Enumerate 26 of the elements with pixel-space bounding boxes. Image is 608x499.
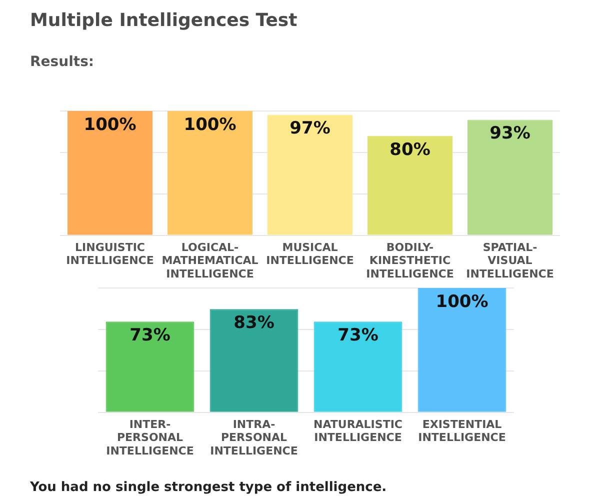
data-label: 100% <box>436 292 488 312</box>
bar <box>268 114 352 235</box>
data-label: 97% <box>290 118 330 139</box>
x-tick-label: LINGUISTIC INTELLIGENCE <box>66 240 154 268</box>
data-label: 73% <box>338 326 378 346</box>
data-label: 80% <box>390 140 430 160</box>
x-tick-label: NATURALISTIC INTELLIGENCE <box>314 418 402 444</box>
data-label: 83% <box>234 313 274 334</box>
x-tick-label: MUSICAL INTELLIGENCE <box>266 240 354 268</box>
data-label: 93% <box>490 124 530 144</box>
bar <box>68 111 152 235</box>
x-tick-label: BODILY-KINESTHETIC INTELLIGENCE <box>366 240 454 280</box>
data-label: 100% <box>84 114 136 135</box>
bar <box>368 136 452 235</box>
chart-subtitle: Results: <box>30 54 94 70</box>
chart-title: Multiple Intelligences Test <box>30 10 298 31</box>
data-label: 100% <box>184 114 236 135</box>
x-tick-label: EXISTENTIAL INTELLIGENCE <box>418 418 506 444</box>
bar <box>468 120 552 235</box>
x-tick-label: LOGICAL-MATHEMATICAL INTELLIGENCE <box>162 240 258 280</box>
x-tick-label: INTRA-PERSONAL INTELLIGENCE <box>210 418 298 458</box>
x-tick-label: INTER-PERSONAL INTELLIGENCE <box>106 418 194 458</box>
data-label: 73% <box>130 326 170 346</box>
bar <box>168 111 252 235</box>
text: You had no single strongest type of intelligence. <box>30 480 387 495</box>
x-tick-label: SPATIAL-VISUAL INTELLIGENCE <box>466 240 554 280</box>
